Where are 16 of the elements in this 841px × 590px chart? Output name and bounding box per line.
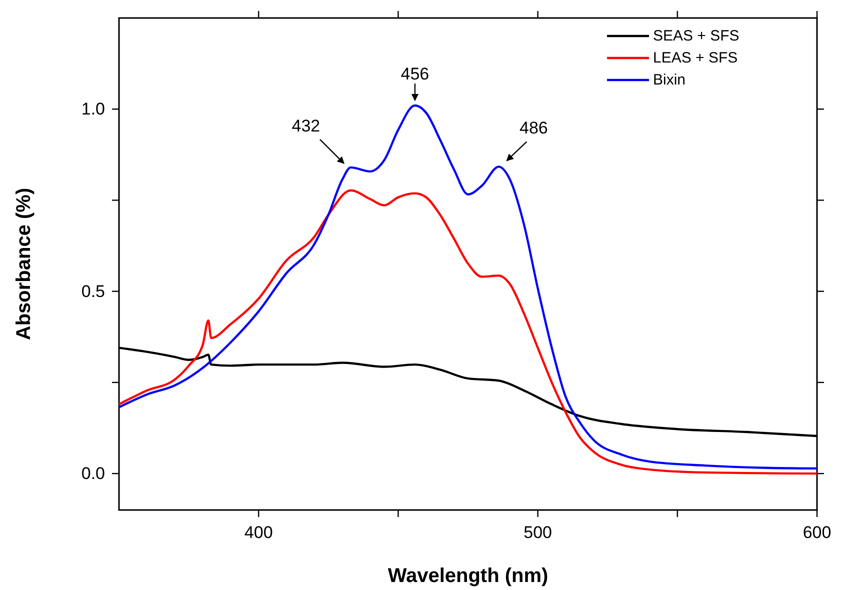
y-tick-label: 0.5 xyxy=(81,282,105,301)
line-series xyxy=(118,104,818,470)
x-tick-label: 500 xyxy=(524,523,552,542)
y-tick-label: 0.0 xyxy=(81,464,105,484)
annotation: 486 xyxy=(520,118,548,138)
y-tick-label: 1.0 xyxy=(81,100,105,119)
x-axis-title: Wavelength (nm) xyxy=(388,565,548,587)
x-tick-label: 400 xyxy=(244,523,273,542)
line-series xyxy=(118,189,818,475)
y-axis-title: Absorbance (%) xyxy=(13,188,35,340)
legend-label: Bixin xyxy=(653,72,686,88)
legend-label: SEAS + SFS xyxy=(653,28,740,44)
legend-label: LEAS + SFS xyxy=(653,50,738,66)
x-tick-label: 600 xyxy=(802,523,832,542)
annotation: 432 xyxy=(292,116,320,136)
annotation: 456 xyxy=(400,64,430,84)
